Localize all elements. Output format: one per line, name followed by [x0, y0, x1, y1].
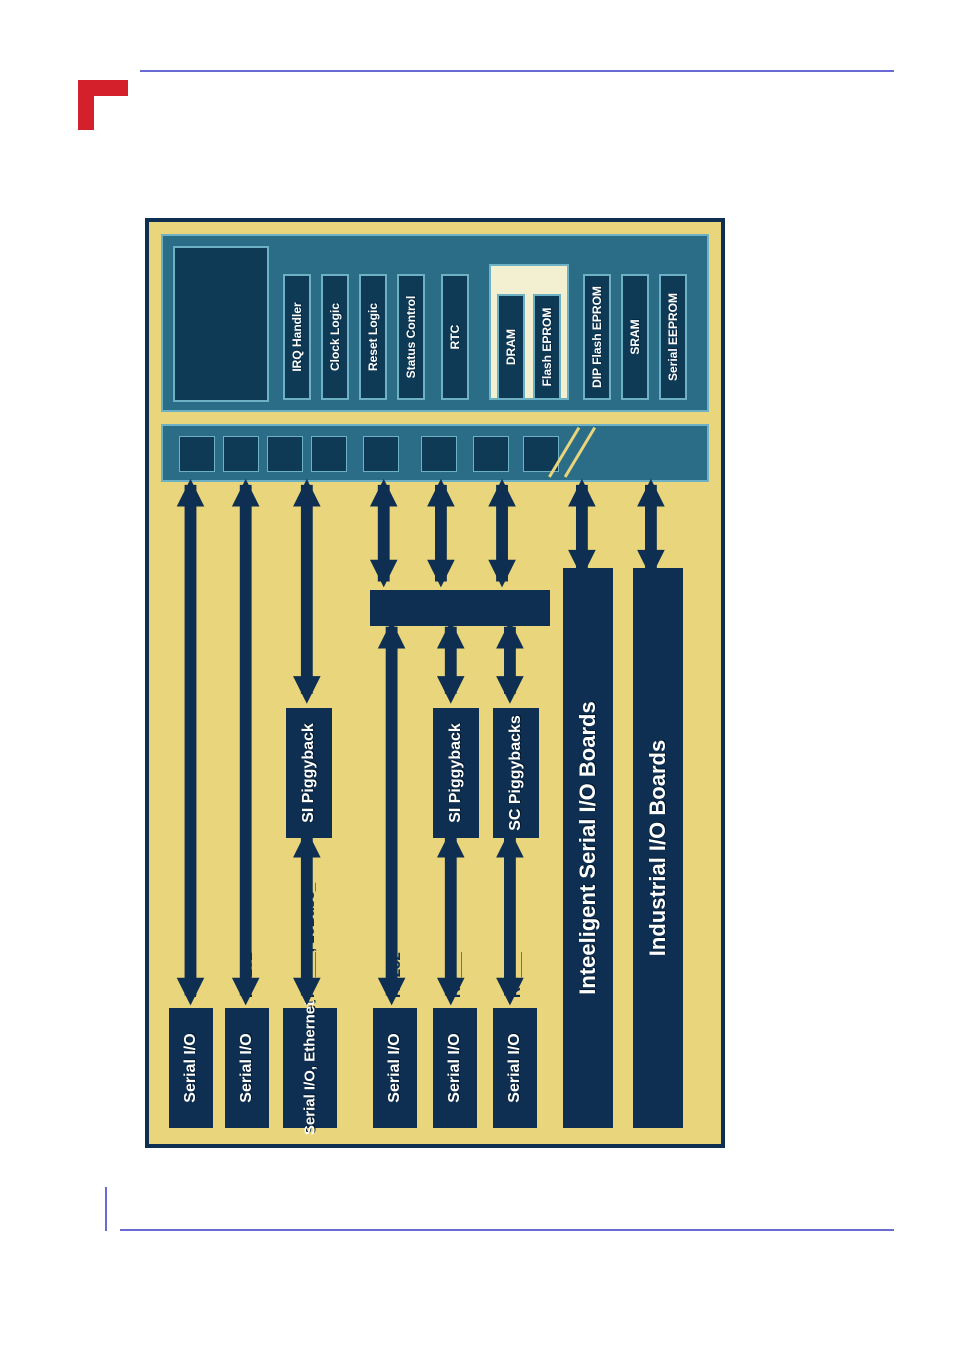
strip-seeprom: Serial EEPROM	[659, 274, 687, 400]
proto-label: RS232	[183, 952, 200, 998]
router-block	[370, 590, 550, 626]
strip-clock-label: Clock Logic	[328, 303, 342, 371]
board-label: Industrial I/O Boards	[645, 740, 671, 956]
strip-flash: Flash EPROM	[533, 294, 561, 400]
col-label: Serial I/O	[182, 1033, 200, 1102]
col-serial-io-3: Serial I/O	[373, 1008, 417, 1128]
strip-flash-label: Flash EPROM	[540, 308, 554, 387]
proto-label: RS___, 10Base_	[301, 883, 318, 998]
footer-tick	[105, 1187, 107, 1231]
strip-seeprom-label: Serial EEPROM	[666, 293, 680, 381]
strip-dram-label: DRAM	[504, 329, 518, 365]
bus-node	[523, 436, 559, 472]
strip-sram-label: SRAM	[628, 319, 642, 354]
bus-node	[421, 436, 457, 472]
strip-sram: SRAM	[621, 274, 649, 400]
col-label: Serial I/O	[238, 1033, 256, 1102]
board-intelligent-serial-io: Inteeligent Serial I/O Boards	[563, 568, 613, 1128]
strip-status: Status Control	[397, 274, 425, 400]
bus-node	[311, 436, 347, 472]
strip-reset-label: Reset Logic	[366, 303, 380, 371]
col-serial-io-ethernet: Serial I/O, Ethernet	[283, 1008, 337, 1128]
strip-dram: DRAM	[497, 294, 525, 400]
cpu-block	[173, 246, 269, 402]
col-serial-io-4: Serial I/O	[433, 1008, 477, 1128]
strip-rtc: RTC	[441, 274, 469, 400]
proto-label: RS___	[507, 952, 524, 998]
bus-bar	[161, 424, 709, 482]
bus-node	[473, 436, 509, 472]
strip-irq: IRQ Handler	[283, 274, 311, 400]
piggy-label: SC Piggybacks	[507, 715, 525, 831]
strip-clock: Clock Logic	[321, 274, 349, 400]
strip-dipflash: DIP Flash EPROM	[583, 274, 611, 400]
strip-status-label: Status Control	[404, 296, 418, 379]
board-industrial-io: Industrial I/O Boards	[633, 568, 683, 1128]
piggy-si-2: SI Piggyback	[433, 708, 479, 838]
col-label: Serial I/O	[386, 1033, 404, 1102]
bus-node	[267, 436, 303, 472]
proto-label: RS232	[239, 952, 256, 998]
proto-label: RS___	[447, 952, 464, 998]
footer-rule	[120, 1229, 894, 1231]
strip-rtc-label: RTC	[448, 325, 462, 350]
col-label: Serial I/O	[506, 1033, 524, 1102]
logo-mark	[78, 80, 128, 130]
col-serial-io-1: Serial I/O	[169, 1008, 213, 1128]
strip-reset: Reset Logic	[359, 274, 387, 400]
controller-panel: IRQ Handler Clock Logic Reset Logic Stat…	[161, 234, 709, 412]
bus-node	[363, 436, 399, 472]
piggy-si-1: SI Piggyback	[286, 708, 332, 838]
bus-node	[179, 436, 215, 472]
block-diagram: IRQ Handler Clock Logic Reset Logic Stat…	[145, 218, 725, 1148]
piggy-label: SI Piggyback	[447, 723, 465, 823]
col-label: Serial I/O	[446, 1033, 464, 1102]
strip-irq-label: IRQ Handler	[290, 302, 304, 371]
strip-dipflash-label: DIP Flash EPROM	[590, 286, 604, 388]
col-serial-io-5: Serial I/O	[493, 1008, 537, 1128]
board-label: Inteeligent Serial I/O Boards	[575, 701, 601, 994]
proto-label: RS232	[387, 952, 404, 998]
col-serial-io-2: Serial I/O	[225, 1008, 269, 1128]
bus-node	[223, 436, 259, 472]
header-rule	[140, 70, 894, 72]
col-label: Serial I/O, Ethernet	[302, 1001, 319, 1135]
piggy-label: SI Piggyback	[300, 723, 318, 823]
diagram-canvas: IRQ Handler Clock Logic Reset Logic Stat…	[155, 228, 715, 1138]
piggy-sc: SC Piggybacks	[493, 708, 539, 838]
